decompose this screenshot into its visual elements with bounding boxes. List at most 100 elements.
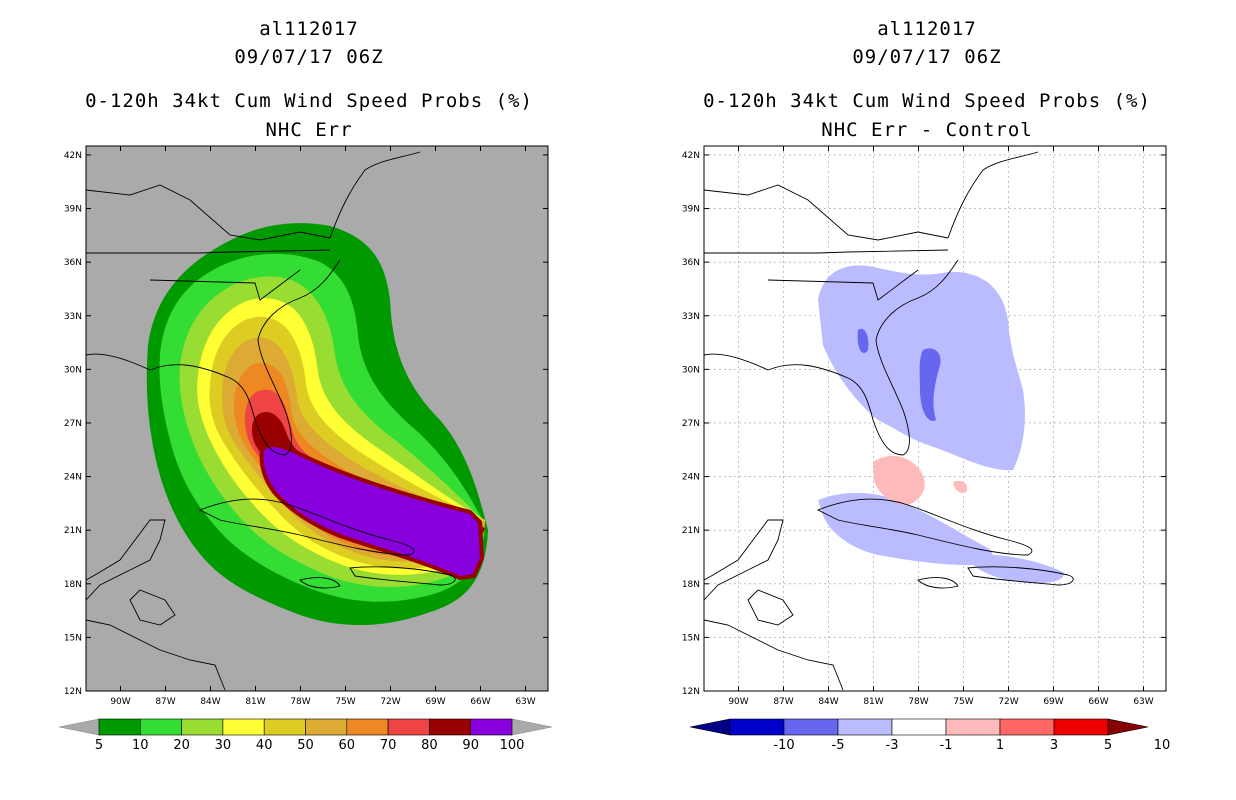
right-lat-label-18N: 18N — [682, 580, 700, 590]
right-lon-label-72W: 72W — [998, 697, 1018, 707]
left-probability-field — [146, 223, 489, 626]
left-colorbar-swatch-5 — [305, 718, 348, 736]
left-lat-label-24N: 24N — [64, 473, 82, 483]
right-colorbar-label-6: 5 — [1104, 738, 1112, 753]
right-lon-label-78W: 78W — [908, 697, 928, 707]
right-colorbar-label-7: 10 — [1154, 738, 1171, 753]
left-colorbar-label-5: 50 — [297, 738, 314, 753]
right-colorbar-low-arrow — [689, 718, 731, 736]
right-colorbar-swatch-6 — [1053, 718, 1109, 736]
left-colorbar: 5 10 20 30 40 50 60 70 80 90 100 — [58, 718, 553, 753]
right-lon-label-69W: 69W — [1043, 697, 1063, 707]
left-colorbar-label-9: 90 — [462, 738, 479, 753]
right-lat-label-24N: 24N — [682, 473, 700, 483]
diff-pos-light — [873, 455, 925, 505]
right-map-frame — [703, 145, 1167, 692]
right-colorbar-label-3: -1 — [940, 738, 953, 753]
right-lon-label-84W: 84W — [818, 697, 838, 707]
left-storm-id: al112017 — [259, 18, 359, 40]
right-difference-field — [818, 265, 1064, 584]
left-colorbar-label-4: 40 — [256, 738, 273, 753]
left-colorbar-swatch-1 — [140, 718, 182, 736]
left-colorbar-high-arrow — [511, 718, 553, 736]
right-colorbar-swatch-4 — [945, 718, 1001, 736]
right-lat-label-36N: 36N — [682, 258, 700, 268]
left-subtitle: NHC Err — [265, 119, 353, 141]
right-coastlines — [703, 151, 1074, 691]
left-colorbar-label-7: 70 — [380, 738, 397, 753]
left-colorbar-swatch-3 — [222, 718, 265, 736]
right-lon-label-63W: 63W — [1133, 697, 1153, 707]
left-product-title: 0-120h 34kt Cum Wind Speed Probs (%) — [85, 90, 533, 112]
right-colorbar-label-5: 3 — [1050, 738, 1058, 753]
left-colorbar-label-2: 20 — [173, 738, 190, 753]
right-lat-label-39N: 39N — [682, 205, 700, 215]
diff-pos-light-2 — [953, 480, 968, 493]
left-colorbar-label-10: 100 — [500, 738, 525, 753]
right-lat-label-21N: 21N — [682, 526, 700, 536]
left-colorbar-label-0: 5 — [95, 738, 103, 753]
left-colorbar-low-arrow — [58, 718, 100, 736]
diff-neg-light-2 — [818, 492, 993, 565]
right-axes: 42N 39N 36N 33N 30N 27N 24N 21N 18N 15N 12N 90W 87W 8… — [682, 146, 1166, 707]
right-colorbar-high-arrow — [1107, 718, 1149, 736]
left-lon-label-84W: 84W — [200, 697, 220, 707]
left-lon-label-72W: 72W — [380, 697, 400, 707]
left-colorbar-label-3: 30 — [215, 738, 232, 753]
left-lat-label-36N: 36N — [64, 258, 82, 268]
right-lat-label-42N: 42N — [682, 151, 700, 161]
left-lat-label-18N: 18N — [64, 580, 82, 590]
left-lat-label-39N: 39N — [64, 205, 82, 215]
right-datetime: 09/07/17 06Z — [852, 46, 1002, 68]
right-map: 42N 39N 36N 33N 30N 27N 24N 21N 18N 15N 12N 90W 87W 8… — [682, 145, 1171, 753]
right-colorbar-label-4: 1 — [996, 738, 1004, 753]
right-lat-label-33N: 33N — [682, 312, 700, 322]
right-lon-label-81W: 81W — [863, 697, 883, 707]
left-lat-label-33N: 33N — [64, 312, 82, 322]
left-axes: 42N 39N 36N 33N 30N 27N 24N 21N 18N 15N 12N 90W 87W 8… — [64, 146, 548, 707]
right-lon-label-75W: 75W — [953, 697, 973, 707]
left-colorbar-swatch-2 — [181, 718, 224, 736]
left-map: 42N 39N 36N 33N 30N 27N 24N 21N 18N 15N 12N 90W 87W 8… — [58, 145, 553, 753]
right-colorbar-swatch-5 — [999, 718, 1055, 736]
left-lon-label-87W: 87W — [155, 697, 175, 707]
left-datetime: 09/07/17 06Z — [234, 46, 384, 68]
right-lat-label-15N: 15N — [682, 633, 700, 643]
prob-90 — [261, 445, 482, 578]
left-lon-label-90W: 90W — [110, 697, 130, 707]
right-lon-label-90W: 90W — [728, 697, 748, 707]
right-lon-label-87W: 87W — [773, 697, 793, 707]
right-colorbar: -10 -5 -3 -1 1 3 5 10 — [689, 718, 1171, 753]
right-lat-label-27N: 27N — [682, 419, 700, 429]
left-colorbar-label-8: 80 — [421, 738, 438, 753]
left-colorbar-label-6: 60 — [339, 738, 356, 753]
left-lon-label-66W: 66W — [470, 697, 490, 707]
right-colorbar-label-2: -3 — [886, 738, 899, 753]
right-lat-label-12N: 12N — [682, 687, 700, 697]
left-colorbar-swatch-7 — [387, 718, 430, 736]
left-lat-label-21N: 21N — [64, 526, 82, 536]
left-lon-label-63W: 63W — [515, 697, 535, 707]
left-colorbar-swatch-0 — [98, 718, 141, 736]
right-colorbar-swatch-0 — [729, 718, 785, 736]
left-lon-label-69W: 69W — [425, 697, 445, 707]
left-colorbar-swatch-8 — [429, 718, 471, 736]
right-lon-label-66W: 66W — [1088, 697, 1108, 707]
prob-90-border — [259, 443, 485, 581]
left-lon-label-78W: 78W — [290, 697, 310, 707]
right-subtitle: NHC Err - Control — [821, 119, 1033, 141]
right-colorbar-label-1: -5 — [832, 738, 845, 753]
diff-neg-medium-1 — [919, 348, 941, 421]
diff-neg-light-3 — [968, 554, 1064, 584]
right-colorbar-swatch-2 — [837, 718, 893, 736]
right-product-title: 0-120h 34kt Cum Wind Speed Probs (%) — [703, 90, 1151, 112]
left-lat-label-27N: 27N — [64, 419, 82, 429]
left-lat-label-30N: 30N — [64, 365, 82, 375]
diff-neg-medium-2 — [857, 328, 869, 354]
right-storm-id: al112017 — [877, 18, 977, 40]
left-coastlines — [85, 151, 456, 691]
right-lat-label-30N: 30N — [682, 365, 700, 375]
left-colorbar-swatch-4 — [263, 718, 306, 736]
right-colorbar-swatch-1 — [783, 718, 839, 736]
left-lon-label-81W: 81W — [245, 697, 265, 707]
